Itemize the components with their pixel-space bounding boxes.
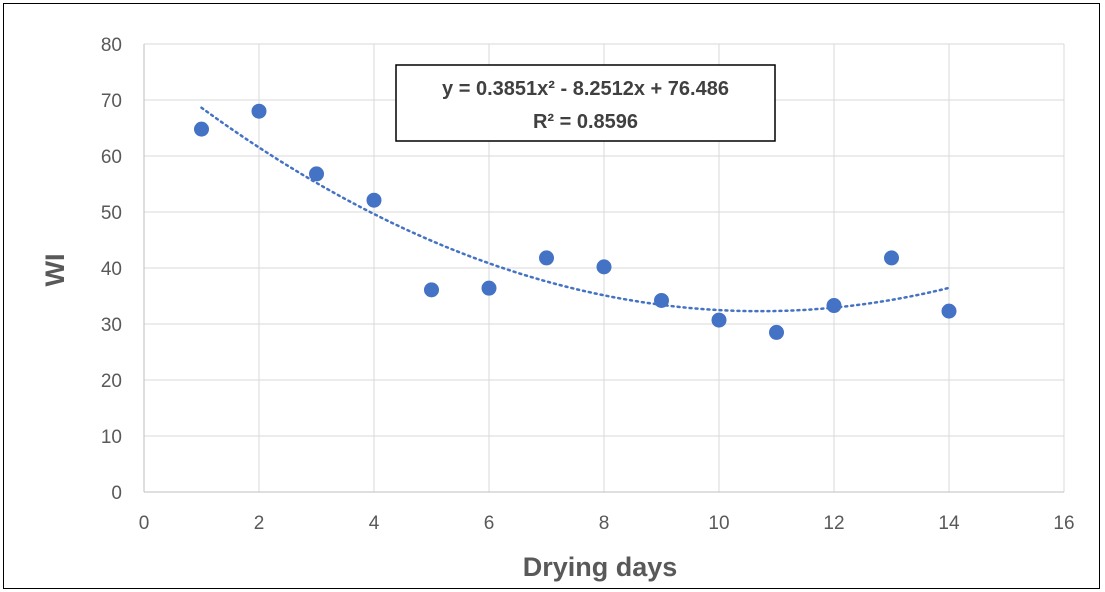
data-point — [424, 282, 439, 298]
data-point — [596, 259, 612, 275]
data-point — [309, 166, 324, 182]
y-tick-label: 10 — [101, 427, 122, 448]
y-tick-label: 30 — [101, 315, 122, 336]
data-point — [194, 121, 209, 137]
chart-frame: 0 10 20 30 40 50 60 70 80 0 2 4 6 8 10 12 14 16 y = 0.385… — [3, 3, 1100, 589]
data-point — [251, 103, 267, 119]
scatter-chart: 0 10 20 30 40 50 60 70 80 0 2 4 6 8 10 12 14 16 y = 0.385… — [40, 35, 1075, 582]
y-axis-title: WI — [40, 254, 70, 287]
x-tick-label: 16 — [1053, 513, 1074, 534]
data-point — [941, 303, 957, 319]
data-point — [884, 250, 899, 266]
x-tick-label: 4 — [369, 513, 380, 534]
data-point — [769, 324, 784, 340]
data-point — [654, 292, 669, 308]
data-point — [539, 250, 554, 266]
y-tick-label: 20 — [101, 371, 122, 392]
data-point — [826, 298, 842, 314]
y-tick-label: 40 — [101, 259, 122, 280]
trendline-equation: y = 0.3851x² - 8.2512x + 76.486 — [442, 78, 729, 100]
axis-layer: 0 10 20 30 40 50 60 70 80 0 2 4 6 8 10 12 14 16 — [101, 35, 1075, 534]
trendline-r-squared: R² = 0.8596 — [533, 111, 638, 133]
trendline-equation-box: y = 0.3851x² - 8.2512x + 76.486 R² = 0.8… — [395, 64, 776, 142]
x-tick-label: 6 — [484, 513, 495, 534]
trendline-layer — [200, 106, 951, 313]
x-tick-label: 12 — [823, 513, 844, 534]
equation-box-border — [395, 64, 776, 142]
x-tick-label: 14 — [938, 513, 960, 534]
points-layer — [194, 103, 957, 340]
y-tick-label: 60 — [101, 147, 122, 168]
y-tick-label: 80 — [101, 35, 122, 56]
x-tick-label: 10 — [708, 513, 729, 534]
data-point — [711, 312, 727, 328]
y-tick-label: 0 — [111, 483, 122, 504]
x-axis-title: Drying days — [523, 552, 678, 582]
x-tick-label: 8 — [599, 513, 610, 534]
trendline-path — [200, 106, 951, 313]
data-point — [366, 192, 382, 208]
y-tick-label: 70 — [101, 91, 122, 112]
x-tick-label: 2 — [254, 513, 265, 534]
y-tick-label: 50 — [101, 203, 122, 224]
data-point — [481, 280, 497, 296]
x-tick-label: 0 — [139, 513, 150, 534]
